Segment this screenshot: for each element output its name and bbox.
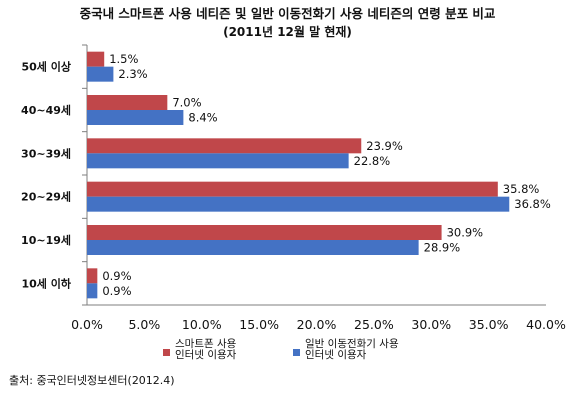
bar	[87, 138, 362, 154]
bar	[87, 268, 98, 284]
x-tick-label: 5.0%	[128, 317, 160, 332]
legend-label: 스마트폰 사용	[175, 338, 237, 350]
legend-label: 인터넷 이용자	[305, 349, 367, 361]
data-label: 36.8%	[514, 197, 551, 211]
x-tick-label: 40.0%	[526, 317, 566, 332]
data-label: 8.4%	[188, 111, 217, 125]
data-label: 7.0%	[172, 96, 201, 110]
bar	[87, 95, 168, 110]
bar	[87, 181, 498, 197]
category-label: 50세 이상	[22, 60, 72, 74]
legend-label: 인터넷 이용자	[175, 349, 237, 361]
source-note: 출처: 중국인터넷정보센터(2012.4)	[9, 374, 175, 387]
legend-swatch	[163, 349, 170, 356]
bar	[87, 196, 510, 212]
category-label: 40~49세	[21, 103, 71, 117]
bar	[87, 225, 442, 240]
bar	[87, 283, 98, 299]
legend-swatch	[293, 349, 300, 356]
data-label: 28.9%	[424, 241, 461, 255]
x-tick-label: 10.0%	[182, 317, 222, 332]
legend-label: 일반 이동전화기 사용	[305, 337, 399, 350]
data-label: 2.3%	[118, 67, 147, 81]
data-label: 22.8%	[354, 154, 391, 168]
category-label: 30~39세	[21, 146, 71, 160]
chart-title: 중국내 스마트폰 사용 네티즌 및 일반 이동전화기 사용 네티즌의 연령 분포…	[79, 6, 496, 21]
category-label: 10세 이하	[22, 276, 72, 290]
x-tick-label: 25.0%	[354, 317, 394, 332]
category-label: 20~29세	[21, 190, 71, 204]
data-label: 35.8%	[503, 182, 540, 196]
bar	[87, 110, 184, 125]
category-label: 10~19세	[21, 233, 71, 247]
bar	[87, 153, 349, 169]
x-tick-label: 30.0%	[411, 317, 451, 332]
data-label: 1.5%	[109, 52, 138, 66]
chart-subtitle: (2011년 12월 말 현재)	[223, 25, 352, 39]
bar	[87, 66, 114, 82]
x-tick-label: 0.0%	[71, 317, 103, 332]
x-tick-label: 15.0%	[239, 317, 279, 332]
data-label: 30.9%	[447, 226, 484, 240]
x-tick-label: 35.0%	[469, 317, 509, 332]
bar	[87, 240, 419, 255]
data-label: 0.9%	[102, 269, 131, 283]
data-label: 23.9%	[366, 139, 403, 153]
bar	[87, 51, 105, 67]
x-tick-label: 20.0%	[297, 317, 337, 332]
data-label: 0.9%	[102, 284, 131, 298]
